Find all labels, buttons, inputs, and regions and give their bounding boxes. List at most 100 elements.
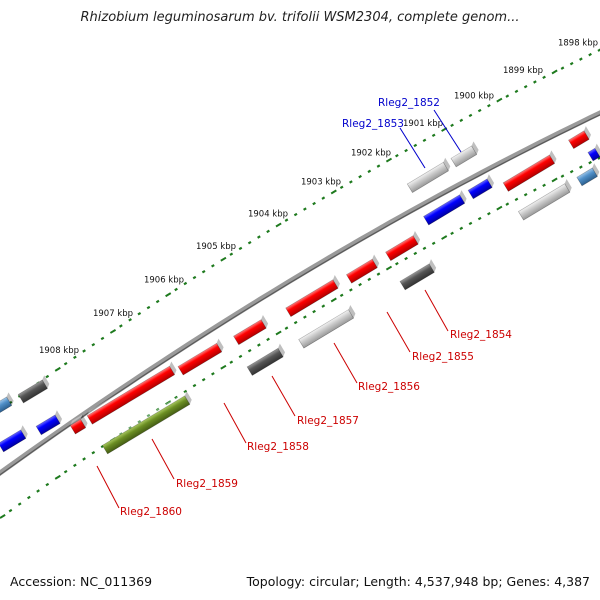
gene-arrow-light[interactable] — [406, 157, 452, 193]
gene-body[interactable] — [517, 183, 571, 221]
scale-tick — [431, 133, 436, 138]
gene-body[interactable] — [0, 429, 27, 453]
gene-body[interactable] — [298, 309, 354, 349]
gene-arrow-red[interactable] — [384, 230, 422, 262]
scale-tick — [174, 287, 178, 292]
gene-body[interactable] — [399, 263, 435, 291]
gene-arrow-dark[interactable] — [398, 259, 437, 291]
lower-scale-ticks — [0, 156, 600, 519]
gene-top — [399, 259, 431, 282]
scale-tick — [413, 143, 418, 148]
gene-body[interactable] — [423, 194, 466, 226]
gene-body[interactable] — [385, 235, 419, 262]
gene-body[interactable] — [0, 396, 13, 419]
gene-arrow-red[interactable] — [176, 338, 225, 376]
gene-arrow-blue[interactable] — [586, 143, 600, 162]
gene-arrow-red[interactable] — [69, 414, 89, 435]
gene-top — [385, 230, 415, 253]
gene-arrow-red[interactable] — [502, 150, 558, 192]
gene-arrow-light[interactable] — [517, 179, 573, 221]
leader-line — [433, 109, 462, 153]
gene-label-rleg2-1859[interactable]: Rleg2_1859 — [176, 478, 238, 490]
gene-body[interactable] — [406, 161, 449, 193]
gene-label-rleg2-1853[interactable]: Rleg2_1853 — [342, 118, 404, 130]
scale-tick — [119, 432, 123, 436]
scale-tick — [45, 482, 50, 487]
scale-tick — [321, 196, 326, 200]
gene-arrow-red[interactable] — [86, 361, 178, 425]
gene-body[interactable] — [285, 279, 339, 318]
gene-arrow-dark[interactable] — [246, 343, 287, 376]
gene-arrow-red[interactable] — [284, 275, 341, 318]
gene-arrow-red[interactable] — [232, 314, 270, 346]
scale-tick — [284, 218, 289, 222]
scale-tick — [477, 216, 482, 221]
gene-label-rleg2-1854[interactable]: Rleg2_1854 — [450, 329, 512, 341]
gene-top — [576, 163, 595, 178]
gene-label-rleg2-1855[interactable]: Rleg2_1855 — [412, 351, 474, 363]
scale-tick — [551, 177, 558, 183]
scale-tick — [312, 201, 316, 206]
scale-tick — [128, 318, 132, 322]
gene-body[interactable] — [502, 154, 556, 192]
scale-tick — [109, 329, 117, 334]
gene-arrow-dark[interactable] — [17, 375, 51, 404]
gene-side — [184, 391, 192, 405]
gene-label-rleg2-1860[interactable]: Rleg2_1860 — [120, 506, 182, 518]
gene-body[interactable] — [246, 347, 284, 376]
gene-label-rleg2-1856[interactable]: Rleg2_1856 — [358, 381, 420, 393]
gene-top — [407, 157, 446, 184]
gene-body[interactable] — [17, 379, 48, 404]
gene-body[interactable] — [86, 365, 176, 425]
gene-body[interactable] — [177, 342, 223, 376]
gene-label-rleg2-1857[interactable]: Rleg2_1857 — [297, 415, 359, 427]
gene-body[interactable] — [587, 147, 600, 162]
gene-body[interactable] — [576, 167, 598, 187]
gene-arrow-blue[interactable] — [467, 174, 496, 200]
gene-body[interactable] — [35, 414, 61, 436]
scale-tick — [385, 265, 393, 271]
gene-side — [372, 254, 380, 268]
gene-arrow-red[interactable] — [567, 126, 593, 150]
gene-side — [549, 150, 557, 164]
gene-arrow-blue[interactable] — [422, 190, 468, 226]
gene-arrow-olive[interactable] — [101, 391, 193, 455]
gene-arrow-light[interactable] — [449, 141, 480, 168]
gene-side — [277, 343, 286, 357]
gene-label-rleg2-1858[interactable]: Rleg2_1858 — [247, 441, 309, 453]
gene-side — [592, 163, 600, 177]
gene-body[interactable] — [346, 258, 378, 284]
scale-tick — [597, 48, 600, 52]
gene-body[interactable] — [467, 178, 493, 200]
gene-body[interactable] — [568, 130, 590, 150]
gene-side — [564, 179, 572, 193]
gene-body[interactable] — [101, 395, 191, 455]
scale-tick — [468, 221, 473, 226]
kbp-label: 1904 kbp — [248, 209, 288, 219]
scale-tick — [183, 389, 188, 394]
gene-label-rleg2-1852[interactable]: Rleg2_1852 — [378, 97, 440, 109]
gene-arrow-light[interactable] — [297, 305, 357, 349]
scale-tick — [238, 246, 243, 251]
upper-scale-ticks — [0, 48, 600, 411]
gene-side — [80, 414, 88, 428]
scale-tick — [459, 226, 464, 231]
gene-arrow-blue[interactable] — [35, 410, 64, 436]
scale-tick — [349, 288, 353, 292]
leader-line — [96, 465, 120, 509]
scale-tick — [220, 256, 227, 262]
scale-tick — [395, 153, 399, 158]
scale-tick — [358, 174, 362, 179]
gene-top — [450, 141, 474, 159]
gene-arrow-red[interactable] — [345, 254, 381, 284]
gene-body[interactable] — [450, 145, 478, 168]
gene-body[interactable] — [69, 418, 87, 435]
gene-arrow-steel[interactable] — [0, 392, 15, 419]
scale-tick — [533, 80, 537, 84]
gene-arrow-steel[interactable] — [575, 163, 600, 187]
gene-top — [423, 190, 462, 217]
gene-arrow-blue[interactable] — [0, 425, 29, 453]
gene-body[interactable] — [233, 319, 267, 346]
scale-tick — [468, 113, 473, 118]
